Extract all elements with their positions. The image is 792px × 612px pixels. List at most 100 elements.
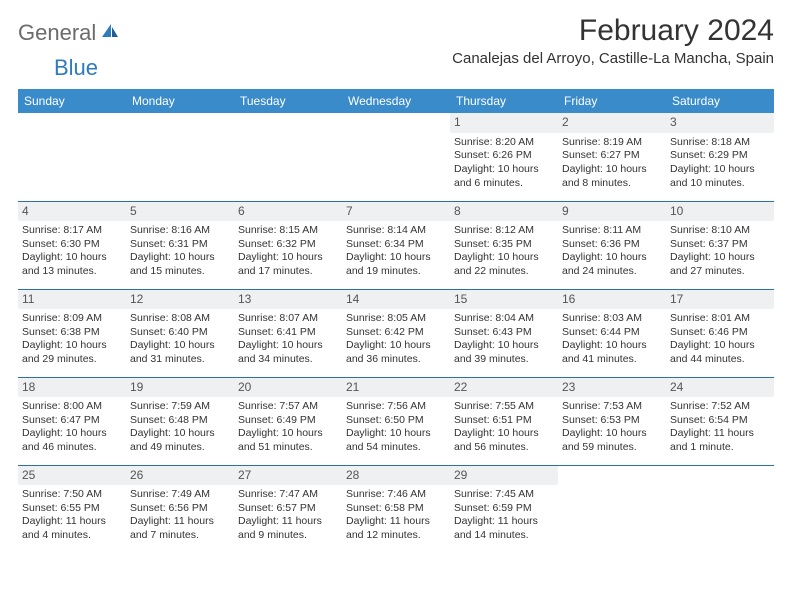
- sunset: Sunset: 6:56 PM: [130, 502, 230, 516]
- sunset: Sunset: 6:51 PM: [454, 414, 554, 428]
- day-info: Sunrise: 7:50 AMSunset: 6:55 PMDaylight:…: [22, 488, 122, 543]
- sunrise: Sunrise: 8:11 AM: [562, 224, 662, 238]
- day-info: Sunrise: 8:16 AMSunset: 6:31 PMDaylight:…: [130, 224, 230, 279]
- day-info: Sunrise: 7:59 AMSunset: 6:48 PMDaylight:…: [130, 400, 230, 455]
- day-number: 19: [126, 378, 234, 398]
- sunset: Sunset: 6:37 PM: [670, 238, 770, 252]
- sunrise: Sunrise: 7:49 AM: [130, 488, 230, 502]
- day-number: 21: [342, 378, 450, 398]
- sunset: Sunset: 6:36 PM: [562, 238, 662, 252]
- day-info: Sunrise: 7:45 AMSunset: 6:59 PMDaylight:…: [454, 488, 554, 543]
- logo: General: [18, 20, 122, 46]
- calendar-cell: [18, 113, 126, 201]
- daylight: Daylight: 10 hours and 54 minutes.: [346, 427, 446, 454]
- day-number: 6: [234, 202, 342, 222]
- sunrise: Sunrise: 8:10 AM: [670, 224, 770, 238]
- daylight: Daylight: 10 hours and 27 minutes.: [670, 251, 770, 278]
- daylight: Daylight: 10 hours and 19 minutes.: [346, 251, 446, 278]
- daylight: Daylight: 10 hours and 8 minutes.: [562, 163, 662, 190]
- day-number: 29: [450, 466, 558, 486]
- calendar-cell: 24Sunrise: 7:52 AMSunset: 6:54 PMDayligh…: [666, 377, 774, 465]
- day-number: 27: [234, 466, 342, 486]
- sunset: Sunset: 6:43 PM: [454, 326, 554, 340]
- day-number: 25: [18, 466, 126, 486]
- daylight: Daylight: 10 hours and 41 minutes.: [562, 339, 662, 366]
- day-info: Sunrise: 8:10 AMSunset: 6:37 PMDaylight:…: [670, 224, 770, 279]
- calendar-cell: 10Sunrise: 8:10 AMSunset: 6:37 PMDayligh…: [666, 201, 774, 289]
- calendar-cell: 21Sunrise: 7:56 AMSunset: 6:50 PMDayligh…: [342, 377, 450, 465]
- day-number: [126, 113, 234, 133]
- day-number: 9: [558, 202, 666, 222]
- sunset: Sunset: 6:53 PM: [562, 414, 662, 428]
- calendar-cell: 15Sunrise: 8:04 AMSunset: 6:43 PMDayligh…: [450, 289, 558, 377]
- day-number: 13: [234, 290, 342, 310]
- sunset: Sunset: 6:40 PM: [130, 326, 230, 340]
- day-number: 5: [126, 202, 234, 222]
- day-number: 23: [558, 378, 666, 398]
- logo-sail-icon: [100, 22, 120, 45]
- sunrise: Sunrise: 8:08 AM: [130, 312, 230, 326]
- day-info: Sunrise: 8:17 AMSunset: 6:30 PMDaylight:…: [22, 224, 122, 279]
- sunrise: Sunrise: 7:57 AM: [238, 400, 338, 414]
- col-sunday: Sunday: [18, 89, 126, 113]
- sunset: Sunset: 6:49 PM: [238, 414, 338, 428]
- sunrise: Sunrise: 7:45 AM: [454, 488, 554, 502]
- sunset: Sunset: 6:47 PM: [22, 414, 122, 428]
- calendar-row: 25Sunrise: 7:50 AMSunset: 6:55 PMDayligh…: [18, 465, 774, 553]
- calendar-cell: 20Sunrise: 7:57 AMSunset: 6:49 PMDayligh…: [234, 377, 342, 465]
- calendar-cell: [234, 113, 342, 201]
- location: Canalejas del Arroyo, Castille-La Mancha…: [452, 50, 774, 67]
- sunset: Sunset: 6:26 PM: [454, 149, 554, 163]
- calendar-cell: 26 Sunrise: 7:49 AMSunset: 6:56 PMDayligh…: [126, 465, 234, 553]
- day-number: 18: [18, 378, 126, 398]
- daylight: Daylight: 11 hours and 4 minutes.: [22, 515, 122, 542]
- daylight: Daylight: 10 hours and 15 minutes.: [130, 251, 230, 278]
- daylight: Daylight: 10 hours and 46 minutes.: [22, 427, 122, 454]
- day-info: Sunrise: 8:11 AMSunset: 6:36 PMDaylight:…: [562, 224, 662, 279]
- calendar-page: General February 2024 Canalejas del Arro…: [0, 0, 792, 567]
- day-info: Sunrise: 8:00 AMSunset: 6:47 PMDaylight:…: [22, 400, 122, 455]
- sunrise: Sunrise: 8:16 AM: [130, 224, 230, 238]
- calendar-cell: 8Sunrise: 8:12 AMSunset: 6:35 PMDaylight…: [450, 201, 558, 289]
- sunset: Sunset: 6:38 PM: [22, 326, 122, 340]
- calendar-cell: 28Sunrise: 7:46 AMSunset: 6:58 PMDayligh…: [342, 465, 450, 553]
- day-number: [342, 113, 450, 133]
- calendar-cell: 1Sunrise: 8:20 AMSunset: 6:26 PMDaylight…: [450, 113, 558, 201]
- daylight: Daylight: 10 hours and 10 minutes.: [670, 163, 770, 190]
- calendar-cell: 17Sunrise: 8:01 AMSunset: 6:46 PMDayligh…: [666, 289, 774, 377]
- daylight: Daylight: 10 hours and 24 minutes.: [562, 251, 662, 278]
- calendar-cell: 4Sunrise: 8:17 AMSunset: 6:30 PMDaylight…: [18, 201, 126, 289]
- day-info: Sunrise: 7:55 AMSunset: 6:51 PMDaylight:…: [454, 400, 554, 455]
- month-title: February 2024: [452, 14, 774, 48]
- calendar-row: 11Sunrise: 8:09 AMSunset: 6:38 PMDayligh…: [18, 289, 774, 377]
- day-number: [666, 466, 774, 486]
- day-number: 24: [666, 378, 774, 398]
- day-number: [558, 466, 666, 486]
- sunset: Sunset: 6:59 PM: [454, 502, 554, 516]
- daylight: Daylight: 10 hours and 51 minutes.: [238, 427, 338, 454]
- day-info: Sunrise: 8:03 AMSunset: 6:44 PMDaylight:…: [562, 312, 662, 367]
- calendar-cell: 3Sunrise: 8:18 AMSunset: 6:29 PMDaylight…: [666, 113, 774, 201]
- calendar-cell: 11Sunrise: 8:09 AMSunset: 6:38 PMDayligh…: [18, 289, 126, 377]
- sunrise: Sunrise: 8:07 AM: [238, 312, 338, 326]
- calendar-body: 1Sunrise: 8:20 AMSunset: 6:26 PMDaylight…: [18, 113, 774, 553]
- calendar-cell: [666, 465, 774, 553]
- daylight: Daylight: 11 hours and 7 minutes.: [130, 515, 230, 542]
- calendar-cell: 14Sunrise: 8:05 AMSunset: 6:42 PMDayligh…: [342, 289, 450, 377]
- day-info: Sunrise: 8:01 AMSunset: 6:46 PMDaylight:…: [670, 312, 770, 367]
- day-number: 26: [126, 466, 234, 486]
- daylight: Daylight: 11 hours and 12 minutes.: [346, 515, 446, 542]
- daylight: Daylight: 10 hours and 39 minutes.: [454, 339, 554, 366]
- day-number: 14: [342, 290, 450, 310]
- col-tuesday: Tuesday: [234, 89, 342, 113]
- sunset: Sunset: 6:44 PM: [562, 326, 662, 340]
- daylight: Daylight: 11 hours and 1 minute.: [670, 427, 770, 454]
- day-number: 16: [558, 290, 666, 310]
- sunrise: Sunrise: 8:17 AM: [22, 224, 122, 238]
- sunrise: Sunrise: 8:20 AM: [454, 136, 554, 150]
- calendar-row: 1Sunrise: 8:20 AMSunset: 6:26 PMDaylight…: [18, 113, 774, 201]
- sunrise: Sunrise: 7:52 AM: [670, 400, 770, 414]
- sunrise: Sunrise: 8:01 AM: [670, 312, 770, 326]
- day-number: 7: [342, 202, 450, 222]
- day-number: [18, 113, 126, 133]
